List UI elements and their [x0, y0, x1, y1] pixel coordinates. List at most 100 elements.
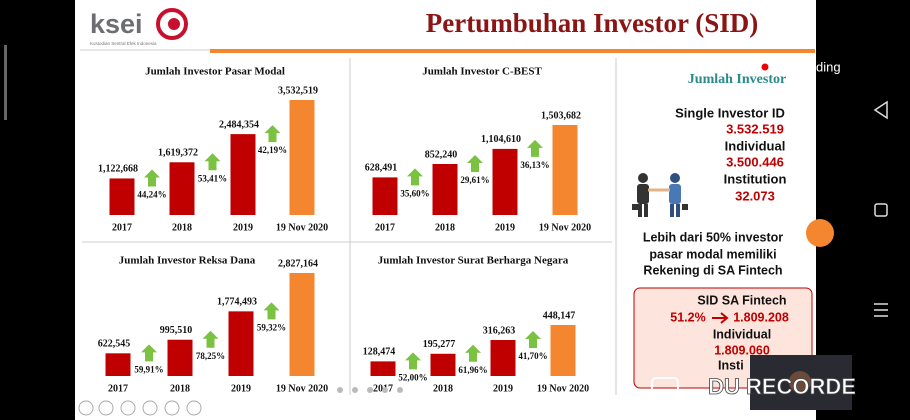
- chart-title: Jumlah Investor Pasar Modal: [145, 66, 285, 78]
- label: Insti: [718, 358, 744, 372]
- value-label: 1,619,372: [158, 148, 198, 159]
- value: 1.809.060: [714, 343, 770, 357]
- category-label: 2018: [433, 383, 453, 394]
- bar: [492, 148, 518, 215]
- nav-recent[interactable]: [874, 303, 888, 317]
- growth-label: 61,96%: [458, 365, 487, 375]
- logo-swirl: [156, 8, 188, 40]
- category-label: 19 Nov 2020: [539, 222, 591, 233]
- category-label: 2019: [495, 222, 515, 233]
- value: 1.809.208: [733, 310, 789, 324]
- nav-back[interactable]: [873, 100, 888, 120]
- category-label: 19 Nov 2020: [276, 383, 328, 394]
- category-label: 2019: [493, 383, 513, 394]
- growth-arrow: [467, 154, 483, 172]
- value: 3.500.446: [726, 154, 784, 169]
- arrow: [712, 312, 729, 324]
- recorder-watermark: DU RECORDER: [708, 374, 872, 399]
- value-label: 1,503,682: [541, 110, 581, 121]
- side-bar: [4, 45, 7, 120]
- value-label: 1,774,493: [217, 297, 257, 308]
- slide-title: Pertumbuhan Investor (SID): [426, 8, 759, 38]
- bar: [432, 163, 458, 215]
- growth-arrow: [263, 302, 280, 320]
- charts: Jumlah Investor Pasar Modal 1,122,668 2017…: [98, 66, 591, 395]
- bar: [169, 162, 195, 215]
- value-label: 195,277: [423, 339, 456, 350]
- category-label: 2017: [108, 383, 128, 394]
- value-label: 2,827,164: [278, 258, 318, 269]
- growth-arrow: [141, 344, 157, 362]
- logo: ksei: [90, 9, 143, 39]
- growth-arrow: [525, 331, 541, 349]
- bar: [372, 177, 398, 215]
- value-label: 2,484,354: [219, 119, 259, 130]
- growth-arrow: [144, 169, 160, 187]
- bar: [430, 353, 456, 376]
- growth-arrow: [405, 352, 421, 370]
- value-label: 128,474: [363, 347, 396, 358]
- growth-arrow: [264, 125, 281, 143]
- webcam-person: [789, 371, 811, 393]
- bar: [109, 178, 135, 215]
- value-label: 448,147: [543, 310, 576, 321]
- growth-label: 59,91%: [134, 364, 163, 374]
- category-label: 19 Nov 2020: [537, 383, 589, 394]
- growth-arrow: [527, 139, 543, 157]
- record-button[interactable]: [806, 219, 834, 247]
- growth-arrow: [465, 344, 481, 362]
- note-line: Rekening di SA Fintech: [643, 263, 782, 277]
- handshake-icon: [632, 173, 688, 217]
- value-label: 995,510: [160, 325, 193, 336]
- category-label: 2018: [435, 222, 455, 233]
- bar: [105, 353, 131, 376]
- label: Individual: [725, 138, 786, 153]
- growth-label: 59,32%: [257, 322, 286, 332]
- growth-label: 78,25%: [196, 351, 225, 361]
- logo-sub: Kustodian Sentral Efek Indonesia: [90, 41, 157, 46]
- recorder-icon: [651, 377, 679, 397]
- value: 51.2%: [670, 310, 705, 324]
- category-label: 2018: [170, 383, 190, 394]
- nav-home[interactable]: [874, 203, 888, 217]
- bar: [230, 134, 256, 215]
- bar: [550, 325, 576, 376]
- growth-label: 29,61%: [460, 175, 489, 185]
- nav-bar: [855, 0, 910, 420]
- note-line: Lebih dari 50% investor: [643, 230, 783, 244]
- value-label: 3,532,519: [278, 85, 318, 96]
- note-line: pasar modal memiliki: [649, 247, 776, 261]
- page-dots: [337, 387, 403, 393]
- logo-dot: [168, 18, 180, 30]
- value-label: 622,545: [98, 339, 131, 350]
- bar: [289, 100, 315, 215]
- value-label: 1,104,610: [481, 134, 521, 145]
- growth-label: 44,24%: [137, 190, 166, 200]
- bar: [370, 361, 396, 376]
- chart-title: Jumlah Investor Surat Berharga Negara: [378, 255, 569, 267]
- laser-dot: [761, 63, 769, 71]
- chart-title: Jumlah Investor C-BEST: [422, 66, 542, 78]
- caption-fragment: ding: [816, 59, 841, 74]
- category-label: 2018: [172, 222, 192, 233]
- growth-arrow: [204, 153, 221, 171]
- slide-toolbar[interactable]: [78, 400, 202, 416]
- growth-label: 53,41%: [198, 173, 227, 183]
- value-label: 1,122,668: [98, 164, 138, 175]
- value-label: 852,240: [425, 149, 458, 160]
- chart-title: Jumlah Investor Reksa Dana: [119, 255, 256, 267]
- growth-label: 41,70%: [518, 351, 547, 361]
- side-title: Jumlah Investor: [688, 72, 786, 87]
- growth-arrow: [407, 168, 423, 186]
- category-label: 2017: [375, 222, 395, 233]
- category-label: 2017: [112, 222, 132, 233]
- label: Single Investor ID: [675, 105, 785, 120]
- label: Institution: [724, 171, 787, 186]
- category-label: 19 Nov 2020: [276, 222, 328, 233]
- bar: [228, 311, 254, 376]
- growth-label: 36,13%: [520, 160, 549, 170]
- growth-label: 52,00%: [398, 372, 427, 382]
- growth-label: 42,19%: [258, 145, 287, 155]
